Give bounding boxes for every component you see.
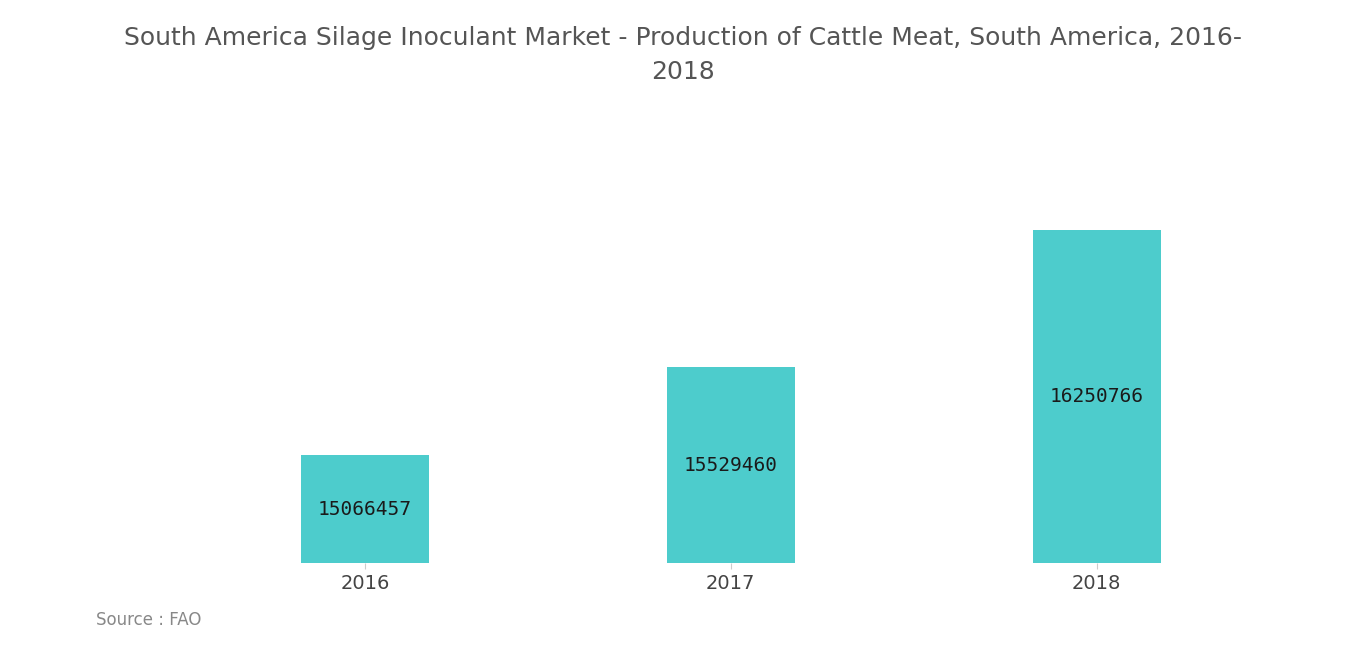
Bar: [1033, 230, 1161, 563]
Text: 16250766: 16250766: [1049, 387, 1143, 406]
Bar: [301, 455, 429, 563]
Text: South America Silage Inoculant Market - Production of Cattle Meat, South America: South America Silage Inoculant Market - …: [124, 26, 1242, 84]
Bar: [667, 367, 795, 563]
Text: 15529460: 15529460: [684, 456, 777, 475]
Text: Source : FAO: Source : FAO: [96, 611, 201, 629]
Text: 15066457: 15066457: [318, 500, 413, 519]
